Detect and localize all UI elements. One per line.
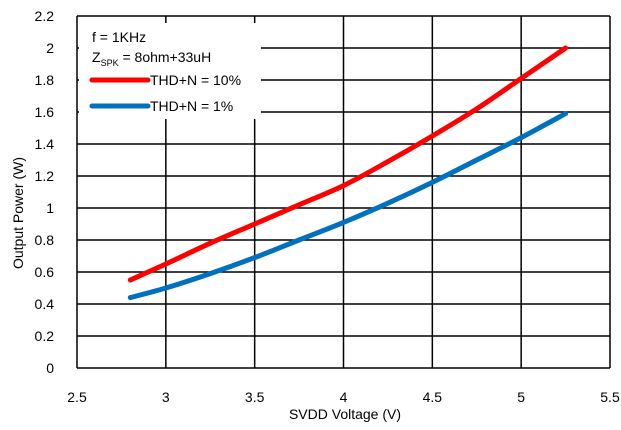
x-tick-label: 4: [340, 389, 348, 405]
y-tick-label: 1.2: [35, 168, 55, 184]
x-tick-label: 5: [517, 389, 525, 405]
x-tick-label: 3: [162, 389, 170, 405]
impedance-z: Z: [92, 49, 101, 65]
x-tick-label: 3.5: [245, 389, 265, 405]
y-tick-label: 1: [46, 200, 54, 216]
y-tick-label: 1.8: [35, 72, 55, 88]
legend-label-thd1: THD+N = 1%: [150, 98, 233, 114]
y-tick-label: 2.2: [35, 8, 55, 24]
legend-label-thd10: THD+N = 10%: [150, 72, 241, 88]
impedance-subscript: SPK: [101, 58, 119, 68]
y-tick-label: 0.6: [35, 264, 55, 280]
series-lines: [127, 45, 569, 301]
impedance-value: = 8ohm+33uH: [119, 49, 212, 65]
y-tick-label: 0.2: [35, 328, 55, 344]
impedance-annotation: ZSPK = 8ohm+33uH: [92, 49, 211, 68]
grid: [76, 15, 611, 369]
frequency-annotation: f = 1KHz: [92, 29, 146, 45]
legend-background: [79, 23, 261, 119]
series-line-1: [127, 111, 569, 301]
x-tick-label: 4.5: [423, 389, 443, 405]
x-tick-label: 2.5: [67, 389, 87, 405]
y-tick-label: 1.4: [35, 136, 55, 152]
y-tick-label: 0.8: [35, 232, 55, 248]
y-tick-label: 1.6: [35, 104, 55, 120]
y-tick-label: 0: [46, 360, 54, 376]
legend: f = 1KHz ZSPK = 8ohm+33uH THD+N = 10% TH…: [79, 23, 261, 119]
series-line-0: [127, 45, 569, 283]
x-tick-label: 5.5: [600, 389, 620, 405]
y-tick-label: 2: [46, 40, 54, 56]
y-tick-labels: 0 0.2 0.4 0.6 0.8 1 1.2 1.4 1.6 1.8 2 2.2: [35, 8, 55, 376]
y-axis-label: Output Power (W): [10, 157, 26, 269]
x-tick-labels: 2.5 3 3.5 4 4.5 5 5.5: [67, 389, 620, 405]
x-axis-label: SVDD Voltage (V): [289, 406, 401, 422]
y-tick-label: 0.4: [35, 296, 55, 312]
